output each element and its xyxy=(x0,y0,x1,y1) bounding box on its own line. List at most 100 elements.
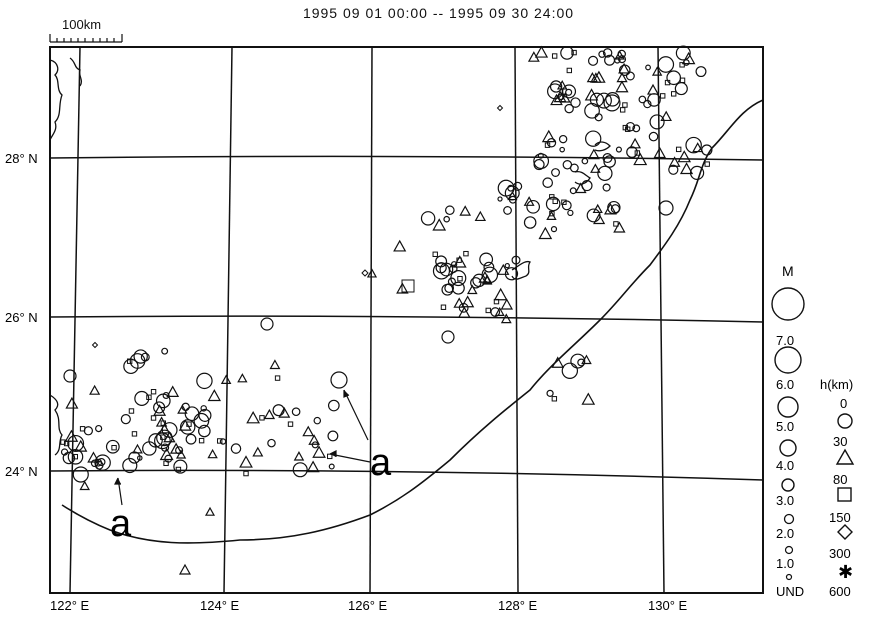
quake-marker xyxy=(67,449,84,465)
quake-marker xyxy=(272,404,285,417)
quake-marker xyxy=(566,67,573,74)
quake-marker xyxy=(173,459,188,474)
quake-marker xyxy=(604,54,616,66)
quake-marker xyxy=(581,354,592,365)
legend-depth-80-symbol xyxy=(837,487,852,502)
legend-mag-5-symbol xyxy=(777,396,799,418)
quake-marker xyxy=(657,56,675,73)
lat-label-28: 28° N xyxy=(5,151,38,166)
quake-marker xyxy=(496,104,504,112)
legend-mag-4: 4.0 xyxy=(776,458,794,473)
quake-marker xyxy=(166,385,180,397)
quake-marker xyxy=(569,163,579,173)
quake-marker xyxy=(452,255,467,268)
quake-marker xyxy=(500,313,512,324)
quake-marker xyxy=(624,126,631,132)
quake-marker xyxy=(562,84,577,99)
quake-marker xyxy=(451,281,465,295)
quake-marker xyxy=(178,563,192,575)
legend-mag-3-symbol xyxy=(781,478,795,492)
quake-marker xyxy=(474,210,487,222)
quake-marker xyxy=(163,431,176,443)
quake-marker xyxy=(549,210,555,217)
quake-marker xyxy=(497,263,510,275)
quake-marker xyxy=(561,200,572,211)
quake-marker xyxy=(267,438,276,448)
quake-marker xyxy=(664,79,671,86)
quake-marker xyxy=(597,165,613,182)
quake-marker xyxy=(559,146,566,153)
lon-label-126: 126° E xyxy=(348,598,388,613)
coastline xyxy=(49,57,611,456)
quake-marker xyxy=(632,124,641,133)
quake-marker xyxy=(196,372,213,390)
quake-marker xyxy=(237,373,248,383)
quake-marker xyxy=(581,157,589,165)
quake-marker xyxy=(544,142,551,148)
legend-mag-3: 3.0 xyxy=(776,493,794,508)
quake-marker xyxy=(361,269,369,277)
quake-marker xyxy=(607,200,621,215)
quake-marker xyxy=(658,200,674,216)
quake-marker xyxy=(432,251,438,257)
quake-marker xyxy=(447,277,456,286)
quake-marker xyxy=(668,156,681,167)
quake-marker xyxy=(302,425,315,437)
quake-marker xyxy=(230,443,242,454)
quake-marker xyxy=(126,358,133,364)
quake-marker xyxy=(252,446,264,457)
quake-marker xyxy=(132,443,143,454)
quake-marker xyxy=(274,375,281,381)
quake-marker xyxy=(204,506,216,516)
quake-marker xyxy=(534,45,549,58)
quake-marker xyxy=(161,422,178,439)
quake-marker xyxy=(153,404,167,416)
legend-mag-6: 6.0 xyxy=(776,377,794,392)
quake-marker xyxy=(527,51,540,62)
quake-marker xyxy=(263,408,276,420)
legend-depth-150: 150 xyxy=(829,510,851,525)
quake-marker xyxy=(625,121,636,132)
quake-marker xyxy=(526,199,541,214)
quake-marker xyxy=(511,255,521,265)
quake-marker xyxy=(541,129,556,143)
quake-marker xyxy=(459,205,472,216)
quake-marker xyxy=(463,250,469,257)
quake-marker xyxy=(633,152,648,166)
quake-marker xyxy=(193,412,210,429)
quake-marker xyxy=(186,421,192,427)
quake-marker xyxy=(602,183,611,192)
quake-marker xyxy=(260,317,274,331)
quake-marker xyxy=(602,48,613,58)
quake-marker xyxy=(617,49,626,59)
quake-marker xyxy=(581,180,593,192)
quake-marker xyxy=(198,408,212,422)
lon-label-128: 128° E xyxy=(498,598,538,613)
quake-marker xyxy=(567,209,574,217)
quake-marker xyxy=(133,349,148,364)
quake-marker xyxy=(595,92,612,109)
quake-marker xyxy=(537,152,544,159)
quake-marker xyxy=(574,182,587,194)
quake-marker xyxy=(689,165,705,181)
quake-marker xyxy=(470,277,482,289)
quake-marker xyxy=(561,199,567,205)
legend-depth-title: h(km) xyxy=(820,377,853,392)
quake-marker xyxy=(441,283,454,296)
quake-marker xyxy=(592,203,603,214)
quake-marker xyxy=(692,142,704,153)
lon-label-122: 122° E xyxy=(50,598,90,613)
quake-marker xyxy=(278,406,291,418)
quake-marker xyxy=(142,441,157,456)
quake-marker xyxy=(131,431,138,437)
quake-marker xyxy=(95,424,103,433)
quake-marker xyxy=(246,410,261,424)
legend-mag-5: 5.0 xyxy=(776,419,794,434)
annotation-a-east: a xyxy=(370,442,392,484)
quake-marker xyxy=(615,146,622,153)
legend-depth-30: 30 xyxy=(833,434,847,449)
quake-marker xyxy=(546,210,557,221)
quake-marker xyxy=(72,466,89,483)
quake-marker xyxy=(180,419,196,435)
quake-marker xyxy=(269,359,281,370)
